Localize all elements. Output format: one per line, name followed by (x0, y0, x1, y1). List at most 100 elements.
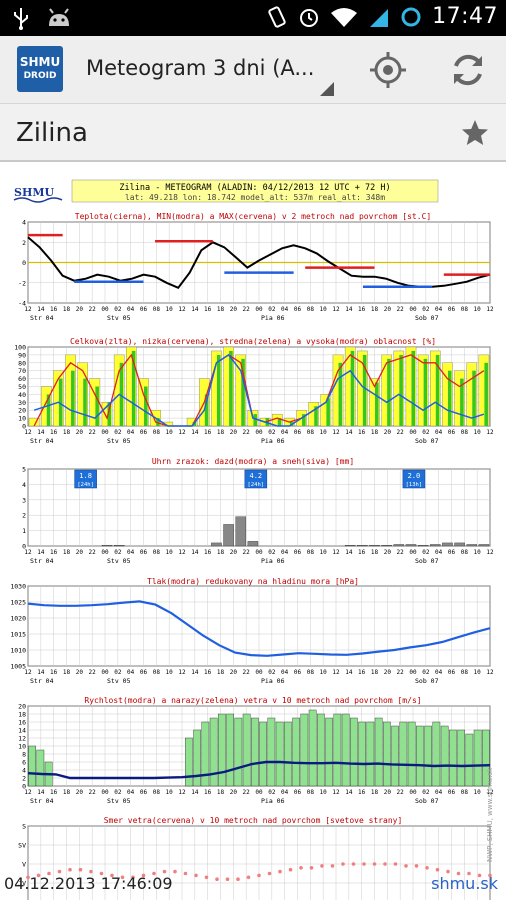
favorite-button[interactable] (460, 118, 490, 148)
day-label: Stv 05 (107, 314, 131, 322)
x-tick-label: 22 (243, 306, 251, 313)
total-cloud-bar (77, 362, 88, 427)
x-tick-label: 02 (268, 789, 276, 796)
snow-bar (113, 545, 125, 547)
product-spinner[interactable]: Meteogram 3 dni (A... (72, 36, 334, 104)
y-tick-label: 6 (22, 759, 26, 767)
mid-cloud-bar (314, 406, 318, 426)
vibrate-icon (268, 5, 286, 28)
x-tick-label: 16 (204, 306, 212, 313)
gust-bar (234, 717, 243, 787)
badge-label: [24h] (77, 482, 94, 488)
x-tick-label: 22 (243, 789, 251, 796)
refresh-button[interactable] (446, 48, 490, 92)
mid-cloud-bar (387, 358, 391, 426)
spinner-caret-icon (320, 82, 334, 96)
x-tick-label: 00 (255, 669, 263, 676)
x-tick-label: 20 (384, 789, 392, 796)
x-tick-label: 04 (127, 549, 135, 556)
snow-bar (393, 544, 405, 547)
y-tick-label: 1015 (10, 631, 26, 639)
wind-direction-point (131, 875, 135, 880)
chart-panel-4: Tlak(modra) redukovany na hladinu mora [… (10, 577, 494, 685)
wind-direction-point (299, 866, 303, 870)
x-tick-label: 22 (397, 549, 405, 556)
chart-panel-1: Teplota(cierna), MIN(modra) a MAX(cerven… (18, 212, 494, 322)
gust-bar (308, 709, 317, 787)
mid-cloud-bar (144, 386, 148, 426)
locate-button[interactable] (366, 48, 410, 92)
gust-bar (449, 729, 457, 787)
snow-bar (454, 542, 465, 547)
x-tick-label: 12 (332, 549, 340, 556)
wind-direction-point (330, 864, 335, 868)
x-tick-label: 20 (76, 669, 84, 676)
y-tick-label: 12 (18, 735, 26, 743)
x-tick-label: 02 (268, 549, 276, 556)
x-tick-label: 16 (358, 789, 366, 796)
site-link[interactable]: shmu.sk (431, 874, 498, 893)
x-tick-label: 08 (153, 789, 161, 796)
snow-bar (417, 545, 429, 547)
day-label: Sob 07 (415, 797, 439, 805)
gust-bar (259, 721, 267, 787)
x-tick-label: 04 (127, 306, 135, 313)
mid-cloud-bar (71, 370, 75, 426)
shmu-chart-logo: SHMU (12, 180, 63, 203)
x-tick-label: 02 (422, 549, 430, 556)
snow-bar (369, 545, 380, 547)
x-tick-label: 12 (486, 669, 494, 676)
x-tick-label: 06 (448, 549, 456, 556)
x-tick-label: 04 (435, 789, 443, 796)
wind-direction-point (120, 875, 125, 880)
x-tick-label: 12 (178, 789, 186, 796)
app-logo[interactable]: SHMU DROID (17, 46, 63, 92)
x-tick-label: 14 (191, 789, 199, 796)
x-tick-label: 10 (320, 429, 328, 436)
x-tick-label: 14 (345, 306, 353, 313)
x-tick-label: 18 (63, 789, 71, 796)
x-tick-label: 06 (140, 429, 148, 436)
x-tick-label: 12 (332, 429, 340, 436)
total-cloud-bar (478, 354, 490, 427)
meteogram-image[interactable]: SHMU Zilina - METEOGRAM (ALADIN: 04/12/2… (8, 172, 498, 900)
x-tick-label: 12 (24, 306, 32, 313)
x-tick-label: 10 (166, 669, 174, 676)
x-tick-label: 00 (409, 669, 417, 676)
x-tick-label: 08 (153, 549, 161, 556)
wind-direction-point (194, 873, 198, 878)
x-tick-label: 22 (89, 306, 97, 313)
x-tick-label: 14 (345, 429, 353, 436)
y-tick-label: 8 (22, 751, 26, 759)
x-tick-label: 18 (371, 429, 379, 436)
x-tick-label: 10 (474, 306, 482, 313)
x-tick-label: 22 (243, 549, 251, 556)
x-tick-label: 00 (255, 549, 263, 556)
clock: 17:47 (432, 4, 498, 29)
mid-cloud-bar (204, 394, 209, 426)
total-cloud-bar (466, 362, 478, 427)
x-tick-label: 00 (101, 429, 109, 436)
x-tick-label: 22 (89, 429, 97, 436)
x-tick-label: 08 (461, 669, 469, 676)
snow-bar (211, 542, 222, 547)
day-label: Pia 06 (261, 557, 285, 565)
x-tick-label: 16 (358, 429, 366, 436)
x-tick-label: 02 (114, 306, 122, 313)
x-tick-label: 02 (114, 669, 122, 676)
x-tick-label: 10 (166, 549, 174, 556)
x-tick-label: 10 (320, 669, 328, 676)
gust-bar (267, 717, 276, 787)
x-tick-label: 14 (345, 789, 353, 796)
wind-direction-point (152, 871, 156, 876)
wind-direction-point (215, 877, 219, 881)
total-cloud-bar (381, 354, 392, 427)
y-tick-label: 4 (22, 481, 26, 489)
mid-cloud-bar (484, 362, 488, 426)
day-label: Sob 07 (415, 677, 439, 685)
x-tick-label: 12 (486, 306, 494, 313)
day-label: Str 04 (30, 677, 54, 685)
x-tick-label: 04 (435, 669, 443, 676)
x-tick-label: 20 (384, 549, 392, 556)
product-title: Meteogram 3 dni (A... (86, 56, 315, 80)
